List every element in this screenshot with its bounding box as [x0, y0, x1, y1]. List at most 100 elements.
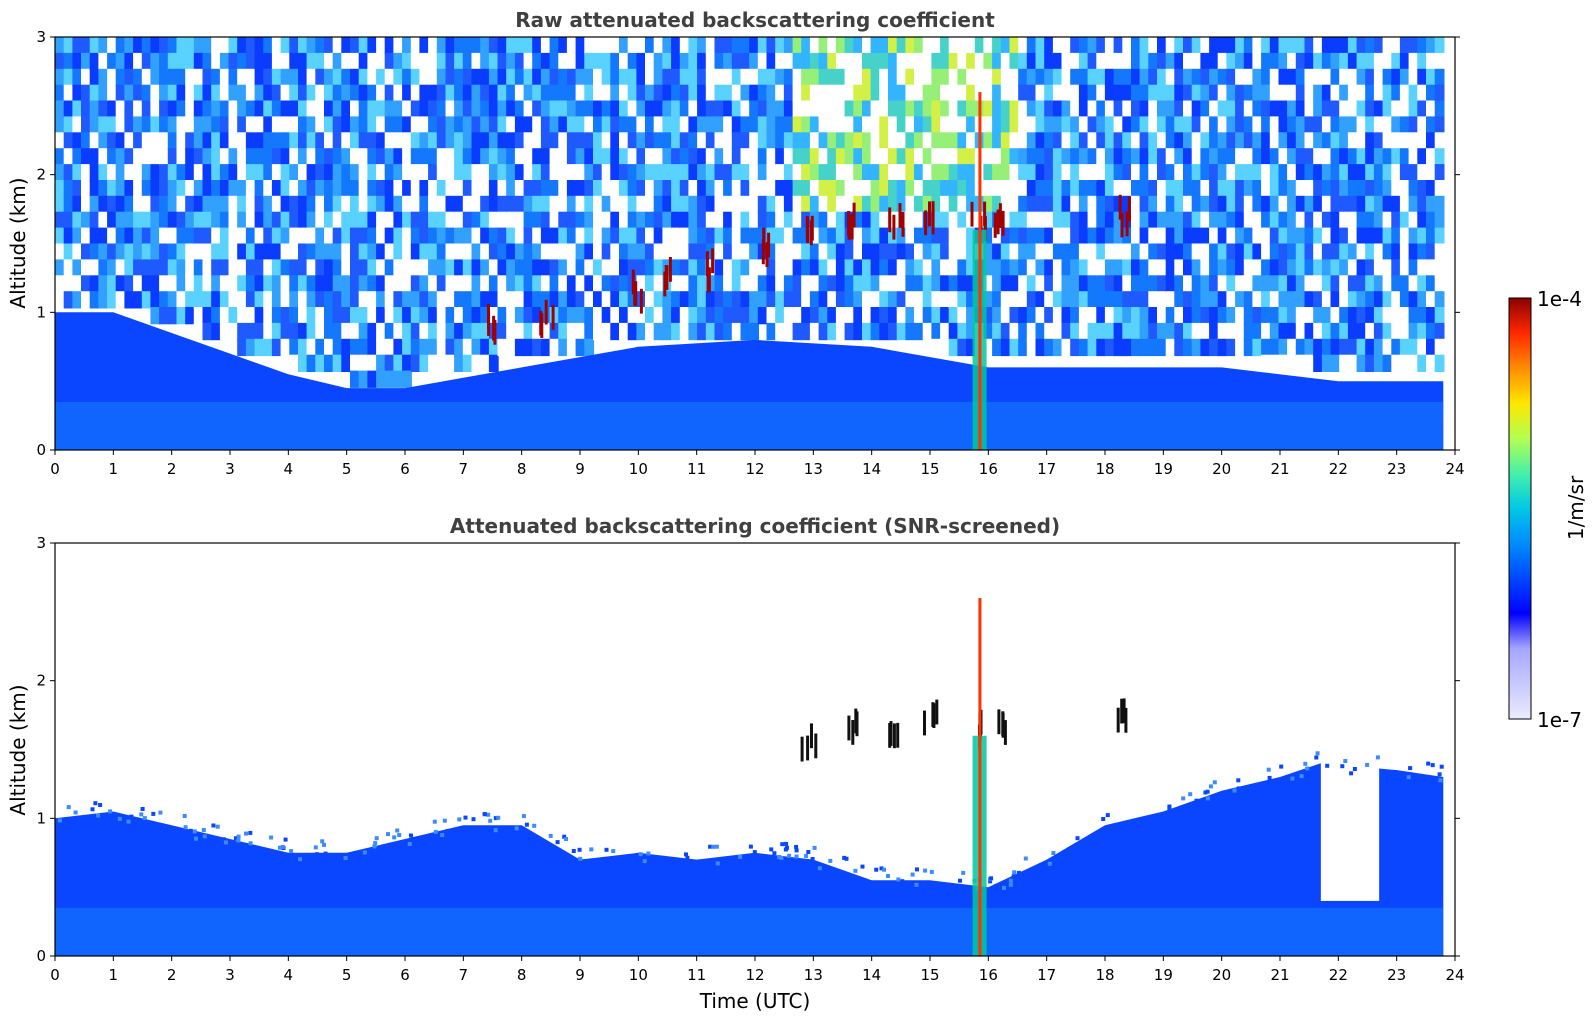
noise-cell: [905, 37, 916, 55]
noise-cell: [1226, 148, 1237, 166]
noise-cell: [922, 84, 933, 102]
noise-cell: [1165, 132, 1176, 150]
noise-cell: [766, 68, 777, 87]
noise-cell: [1157, 116, 1167, 134]
noise-cell: [731, 84, 742, 102]
noise-cell: [1313, 195, 1323, 214]
noise-cell: [1339, 354, 1349, 372]
noise-cell: [818, 195, 829, 214]
noise-cell: [1070, 148, 1080, 166]
noise-cell: [905, 84, 916, 102]
noise-cell: [63, 227, 74, 245]
noise-cell: [150, 148, 161, 166]
noise-cell: [697, 164, 707, 182]
noise-cell: [801, 52, 811, 71]
noise-cell: [1330, 307, 1341, 325]
noise-cell: [107, 37, 117, 55]
noise-cell: [853, 259, 864, 277]
noise-cell: [1373, 275, 1384, 293]
noise-cell: [1321, 180, 1332, 198]
noise-cell: [957, 322, 968, 341]
noise-cell: [1139, 68, 1150, 87]
noise-cell: [1000, 164, 1011, 182]
noise-cell: [1226, 195, 1237, 214]
edge-speck: [614, 858, 619, 863]
edge-speck: [392, 835, 397, 840]
noise-cell: [593, 52, 603, 71]
noise-cell: [358, 68, 369, 87]
noise-cell: [332, 132, 343, 150]
noise-cell: [1243, 100, 1254, 118]
noise-cell: [1373, 180, 1384, 198]
noise-cell: [1417, 68, 1428, 87]
noise-cell: [89, 148, 100, 166]
noise-cell: [133, 68, 143, 87]
noise-cell: [1330, 211, 1341, 229]
noise-cell: [940, 211, 950, 229]
noise-cell: [818, 227, 829, 245]
noise-cell: [1174, 84, 1185, 102]
noise-cell: [853, 132, 864, 150]
noise-cell: [731, 180, 742, 198]
noise-cell: [98, 132, 109, 150]
noise-cell: [219, 195, 230, 214]
noise-cell: [271, 195, 282, 214]
noise-cell: [497, 211, 508, 229]
noise-cell: [1304, 116, 1315, 134]
noise-cell: [1295, 307, 1306, 325]
noise-cell: [931, 84, 942, 102]
noise-cell: [315, 307, 326, 325]
noise-cell: [428, 307, 438, 325]
noise-cell: [211, 291, 221, 309]
noise-cell: [81, 164, 91, 182]
noise-cell: [367, 370, 378, 388]
noise-cell: [289, 180, 300, 198]
noise-cell: [141, 68, 152, 87]
noise-cell: [679, 243, 690, 261]
x-tick-label: 6: [400, 460, 410, 478]
noise-cell: [870, 100, 881, 118]
noise-cell: [697, 291, 707, 309]
noise-cell: [193, 227, 204, 245]
noise-cell: [280, 259, 291, 277]
noise-cell: [324, 132, 334, 150]
noise-cell: [697, 37, 707, 55]
noise-cell: [211, 164, 221, 182]
noise-cell: [193, 180, 204, 198]
noise-cell: [827, 84, 838, 102]
noise-cell: [428, 148, 438, 166]
noise-cell: [1261, 338, 1271, 357]
noise-cell: [1313, 100, 1323, 118]
noise-cell: [89, 68, 100, 87]
noise-cell: [1313, 116, 1323, 134]
noise-cell: [862, 211, 872, 229]
noise-cell: [662, 322, 673, 341]
noise-cell: [488, 180, 499, 198]
noise-cell: [1009, 116, 1020, 134]
noise-cell: [757, 37, 768, 55]
noise-cell: [1200, 164, 1211, 182]
noise-cell: [1200, 116, 1211, 134]
noise-cell: [445, 354, 456, 372]
noise-cell: [1243, 164, 1254, 182]
noise-cell: [914, 180, 924, 198]
noise-cell: [1243, 307, 1254, 325]
noise-cell: [419, 291, 430, 309]
noise-cell: [1087, 37, 1098, 55]
noise-cell: [219, 243, 230, 261]
noise-cell: [922, 148, 933, 166]
noise-cell: [1382, 68, 1393, 87]
noise-cell: [610, 148, 621, 166]
noise-cell: [115, 227, 126, 245]
noise-cell: [358, 116, 369, 134]
noise-cell: [957, 211, 968, 229]
noise-cell: [332, 291, 343, 309]
noise-cell: [1278, 227, 1289, 245]
noise-cell: [870, 322, 881, 341]
noise-cell: [1243, 243, 1254, 261]
noise-cell: [922, 211, 933, 229]
noise-cell: [393, 100, 404, 118]
x-tick-label: 5: [342, 966, 352, 984]
noise-cell: [731, 211, 742, 229]
noise-cell: [792, 52, 803, 71]
